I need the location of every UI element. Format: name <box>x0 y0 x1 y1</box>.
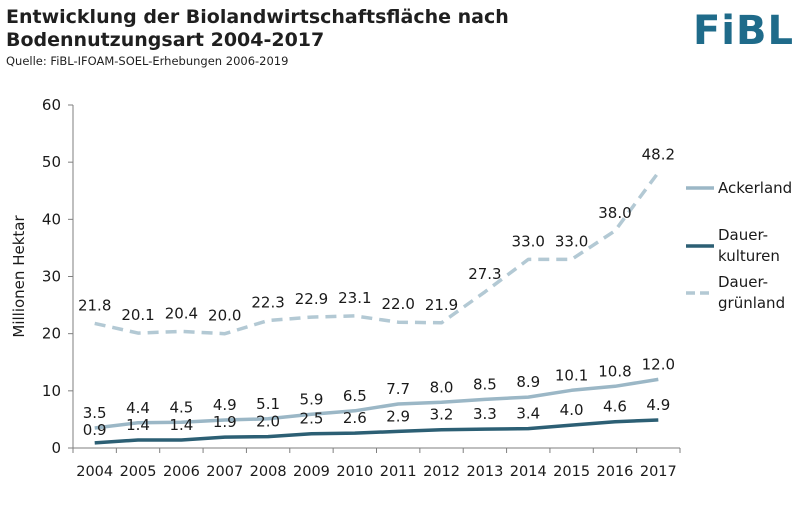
chart-title: Entwicklung der Biolandwirtschaftsfläche… <box>6 6 509 52</box>
x-tick-label: 2005 <box>120 464 157 480</box>
x-tick-label: 2016 <box>597 464 634 480</box>
y-tick-label: 20 <box>42 325 61 343</box>
data-label-dauergruenland: 27.3 <box>468 265 501 283</box>
data-label-dauergruenland: 48.2 <box>642 145 675 163</box>
data-label-dauerkulturen: 4.6 <box>603 398 627 416</box>
source-note: Quelle: FiBL-IFOAM-SOEL-Erhebungen 2006-… <box>6 54 289 68</box>
chart-title-line1: Entwicklung der Biolandwirtschaftsfläche… <box>6 6 509 28</box>
x-tick-label: 2009 <box>293 464 330 480</box>
data-label-dauergruenland: 20.1 <box>121 306 154 324</box>
data-label-dauergruenland: 20.0 <box>208 307 241 325</box>
data-label-ackerland: 4.5 <box>169 398 193 416</box>
legend-label-ackerland: Ackerland <box>718 179 792 197</box>
x-tick-label: 2010 <box>336 464 373 480</box>
data-label-dauergruenland: 22.9 <box>295 290 328 308</box>
data-label-ackerland: 8.9 <box>516 373 540 391</box>
series-line-dauergruenland <box>94 171 660 336</box>
legend-label-dauergruenland-line1: Dauer- <box>718 273 768 291</box>
data-label-ackerland: 7.7 <box>386 380 410 398</box>
y-tick-label: 0 <box>51 439 61 457</box>
data-label-ackerland: 6.5 <box>343 387 367 405</box>
data-label-dauergruenland: 23.1 <box>338 289 371 307</box>
data-label-dauerkulturen: 1.4 <box>126 416 150 434</box>
legend-label-dauergruenland-line2: grünland <box>718 294 785 312</box>
data-label-ackerland: 8.5 <box>473 375 497 393</box>
data-label-dauerkulturen: 3.2 <box>430 406 454 424</box>
data-label-dauerkulturen: 2.0 <box>256 413 280 431</box>
data-label-dauergruenland: 33.0 <box>555 232 588 250</box>
data-label-dauerkulturen: 4.0 <box>560 401 584 419</box>
legend-label-dauerkulturen-line2: kulturen <box>718 247 780 265</box>
x-tick-label: 2006 <box>163 464 200 480</box>
data-label-dauerkulturen: 1.9 <box>213 413 237 431</box>
data-label-ackerland: 4.4 <box>126 399 150 417</box>
y-tick-label: 50 <box>42 153 61 171</box>
x-tick-label: 2013 <box>466 464 503 480</box>
y-tick-label: 40 <box>42 210 61 228</box>
data-label-ackerland: 8.0 <box>430 378 454 396</box>
fibl-logo: FiBL <box>692 8 794 54</box>
legend-label-dauerkulturen-line1: Dauer- <box>718 226 768 244</box>
y-tick-label: 30 <box>42 268 61 286</box>
y-tick-label: 10 <box>42 382 61 400</box>
series-line-dauerkulturen <box>94 418 659 445</box>
data-label-dauerkulturen: 2.9 <box>386 407 410 425</box>
data-label-ackerland: 4.9 <box>213 396 237 414</box>
x-tick-label: 2011 <box>380 464 417 480</box>
data-label-dauerkulturen: 3.4 <box>516 405 540 423</box>
data-label-dauerkulturen: 4.9 <box>646 396 670 414</box>
data-label-dauergruenland: 38.0 <box>598 204 631 222</box>
data-label-dauerkulturen: 2.6 <box>343 409 367 427</box>
data-label-ackerland: 10.1 <box>555 366 588 384</box>
data-label-ackerland: 5.9 <box>300 390 324 408</box>
y-axis-label: Millionen Hektar <box>10 215 28 338</box>
x-tick-label: 2004 <box>76 464 113 480</box>
data-label-dauergruenland: 33.0 <box>512 232 545 250</box>
data-label-ackerland: 10.8 <box>598 362 631 380</box>
x-tick-label: 2008 <box>250 464 287 480</box>
x-tick-label: 2015 <box>553 464 590 480</box>
x-tick-label: 2012 <box>423 464 460 480</box>
data-label-dauerkulturen: 1.4 <box>169 416 193 434</box>
data-label-dauergruenland: 21.9 <box>425 296 458 314</box>
x-tick-label: 2014 <box>510 464 547 480</box>
data-label-ackerland: 12.0 <box>642 355 675 373</box>
data-label-dauergruenland: 20.4 <box>165 304 198 322</box>
data-label-dauergruenland: 22.3 <box>251 294 284 312</box>
series-line-ackerland <box>94 377 659 430</box>
data-label-dauerkulturen: 0.9 <box>83 421 107 439</box>
x-tick-label: 2007 <box>206 464 243 480</box>
data-label-dauerkulturen: 3.3 <box>473 405 497 423</box>
y-tick-label: 60 <box>42 96 61 114</box>
data-label-ackerland: 3.5 <box>83 404 107 422</box>
data-label-dauergruenland: 22.0 <box>381 295 414 313</box>
data-label-dauergruenland: 21.8 <box>78 296 111 314</box>
chart-title-line2: Bodennutzungsart 2004-2017 <box>6 29 325 51</box>
data-label-dauerkulturen: 2.5 <box>300 410 324 428</box>
x-tick-label: 2017 <box>640 464 677 480</box>
data-label-ackerland: 5.1 <box>256 395 280 413</box>
